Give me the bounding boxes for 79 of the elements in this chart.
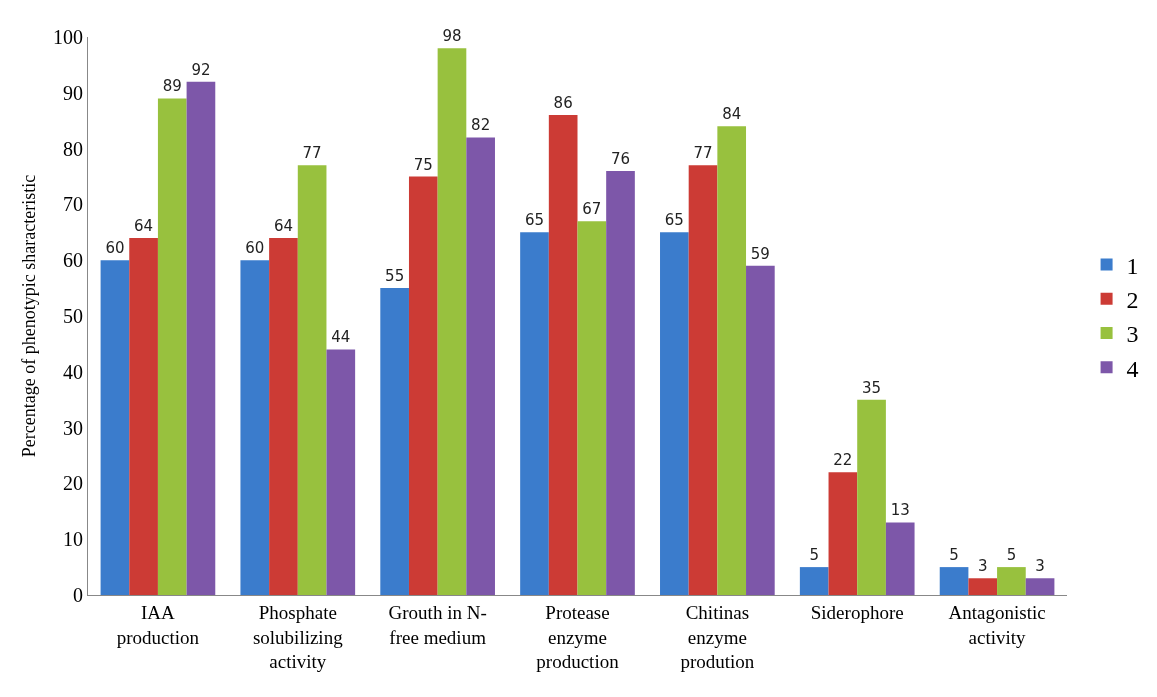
- bar: [240, 260, 270, 595]
- y-tick-label: 0: [73, 584, 83, 606]
- bar: [408, 176, 438, 595]
- bar: [548, 115, 578, 595]
- legend-label: 4: [1126, 355, 1139, 382]
- y-tick-label: 90: [63, 81, 83, 104]
- bar: [660, 232, 689, 595]
- y-tick-label: 50: [63, 305, 83, 327]
- data-label: 75: [413, 155, 433, 174]
- x-tick-label: Grouth in N- free medium: [388, 601, 487, 648]
- data-label: 60: [245, 239, 265, 258]
- bar: [717, 126, 747, 595]
- bar: [968, 578, 998, 595]
- data-label: 65: [664, 211, 684, 230]
- data-label: 65: [524, 211, 545, 230]
- bar: [939, 567, 969, 595]
- data-label: 77: [693, 144, 713, 163]
- bar: [186, 81, 216, 595]
- data-label: 76: [610, 149, 631, 168]
- data-label: 22: [833, 451, 853, 470]
- bar: [326, 349, 356, 595]
- y-tick-label: 20: [63, 472, 83, 495]
- y-tick-label: 70: [63, 193, 83, 216]
- bar: [688, 165, 718, 595]
- data-label: 84: [722, 105, 742, 124]
- bar: [746, 265, 775, 595]
- x-tick-label: Chitinas enzyme prodution: [680, 601, 755, 673]
- data-label: 3: [977, 557, 988, 576]
- data-label: 77: [302, 144, 322, 163]
- y-tick-label: 60: [63, 249, 83, 272]
- data-label: 60: [105, 239, 125, 258]
- data-label: 86: [553, 94, 573, 113]
- bar: [997, 567, 1026, 595]
- bar: [297, 165, 327, 595]
- bar: [157, 98, 187, 595]
- data-label: 89: [162, 77, 182, 96]
- bar: [466, 137, 495, 595]
- x-tick-label: Antagonistic activity: [948, 601, 1046, 648]
- data-label: 67: [582, 200, 602, 219]
- data-label: 92: [191, 60, 211, 79]
- y-axis-title: Percentage of phenotypic sharacteristic: [19, 174, 40, 458]
- y-tick-label: 80: [63, 137, 83, 160]
- data-label: 64: [134, 216, 154, 235]
- data-label: 5: [1006, 546, 1017, 565]
- x-tick-label: Phosphate solubilizing activity: [252, 601, 344, 673]
- bar: [828, 472, 858, 595]
- bar: [520, 232, 549, 595]
- data-label: 3: [1035, 557, 1045, 576]
- legend-label: 2: [1126, 287, 1139, 314]
- y-tick-label: 10: [63, 528, 83, 551]
- data-label: 5: [809, 546, 819, 565]
- y-tick-label: 100: [53, 26, 83, 48]
- x-tick-label: Siderophore: [810, 601, 904, 623]
- data-label: 44: [331, 328, 351, 347]
- data-label: 35: [862, 378, 882, 397]
- y-tick-label: 40: [63, 360, 83, 383]
- bar: [1025, 578, 1055, 595]
- data-label: 98: [442, 27, 462, 46]
- bar: [857, 399, 886, 595]
- y-tick-label: 30: [63, 416, 83, 439]
- data-label: 55: [385, 267, 405, 286]
- data-label: 13: [890, 501, 910, 520]
- data-label: 64: [273, 216, 293, 235]
- x-tick-label: Protease enzyme production: [536, 601, 620, 673]
- bar: [100, 260, 130, 595]
- bar: [129, 237, 158, 595]
- bar: [269, 237, 298, 595]
- bar: [577, 221, 607, 595]
- bar: [380, 288, 409, 595]
- bar: [437, 48, 467, 595]
- data-label: 5: [949, 546, 959, 565]
- bar: [799, 567, 829, 595]
- bar: [885, 522, 915, 595]
- data-label: 82: [471, 116, 491, 135]
- legend-label: 3: [1126, 321, 1139, 348]
- data-label: 59: [750, 244, 770, 263]
- bar: [606, 170, 635, 595]
- legend-label: 1: [1126, 252, 1139, 279]
- x-tick-label: IAA production: [116, 601, 200, 648]
